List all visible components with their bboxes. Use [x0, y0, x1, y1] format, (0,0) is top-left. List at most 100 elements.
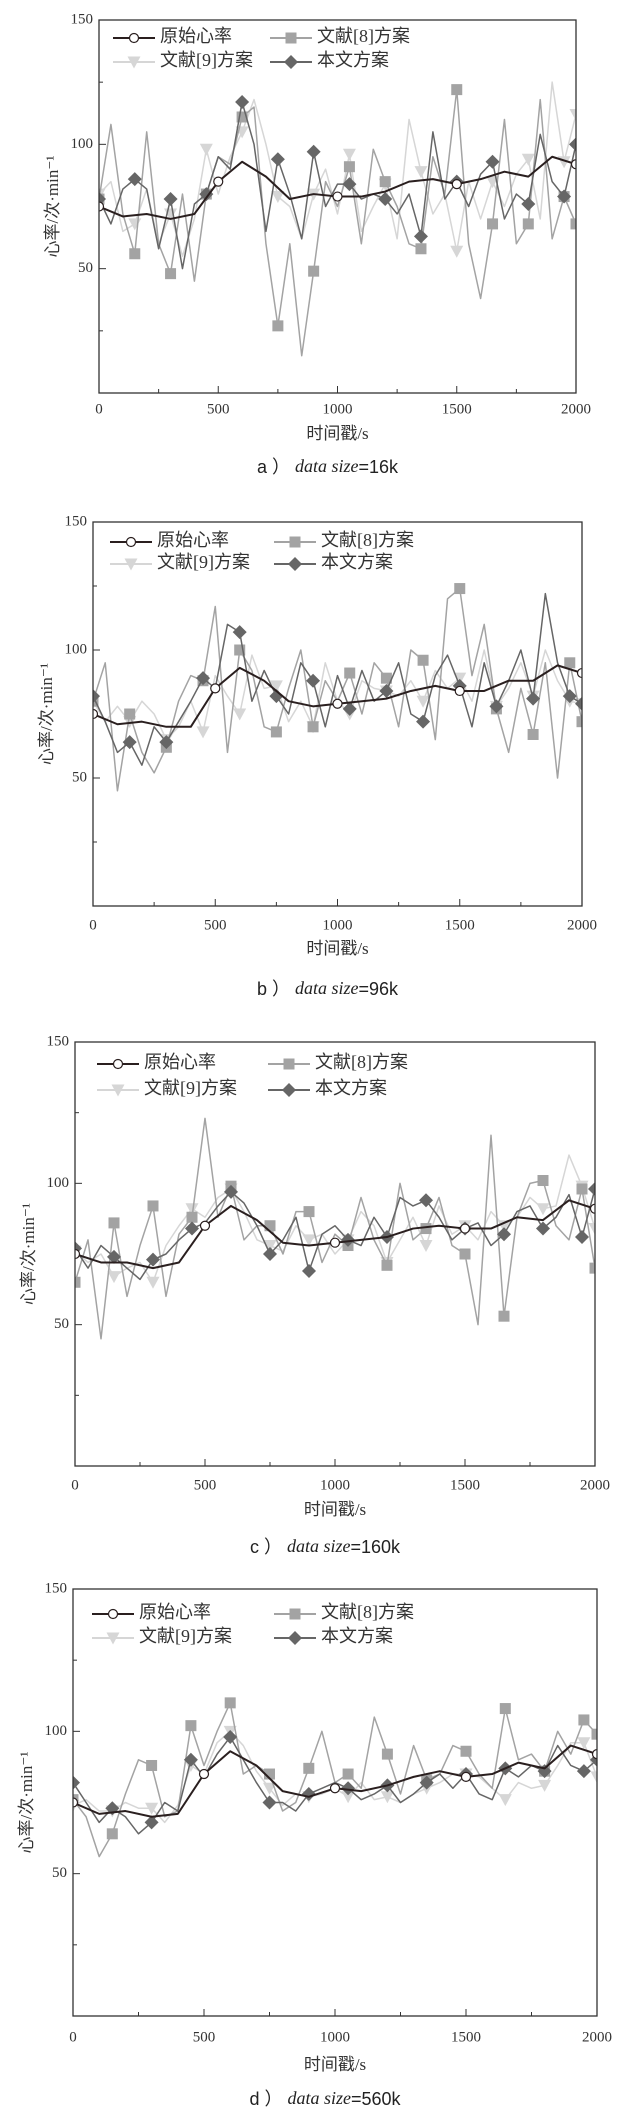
- data-point-square: [106, 1828, 118, 1840]
- series-line: [99, 88, 576, 357]
- data-point-circle: [591, 1749, 597, 1760]
- data-point-square: [527, 728, 539, 740]
- x-tick-label: 2000: [580, 1477, 610, 1493]
- data-point-diamond: [588, 1181, 595, 1196]
- data-point-triangle: [341, 1791, 355, 1804]
- data-point-diamond: [536, 1221, 550, 1236]
- legend-item: 文献[9]方案: [110, 552, 250, 572]
- data-point-triangle: [577, 1737, 591, 1750]
- series-diamond: [75, 1181, 595, 1281]
- data-point-square: [234, 644, 246, 656]
- data-point-circle: [332, 191, 343, 202]
- series-line: [99, 101, 576, 270]
- data-point-diamond: [575, 1230, 589, 1245]
- caption-label: b ）: [257, 979, 295, 999]
- caption-value: =16k: [358, 457, 399, 477]
- legend-marker-square: [283, 1058, 295, 1070]
- data-point-diamond: [183, 1752, 198, 1767]
- data-point-square: [342, 1768, 354, 1780]
- legend-marker-circle: [112, 1058, 124, 1070]
- series-triangle: [73, 1725, 597, 1824]
- data-point-square: [576, 1183, 588, 1195]
- data-point-square: [224, 1697, 236, 1709]
- caption-value: =560k: [351, 2089, 402, 2109]
- legend-item: 原始心率: [92, 1602, 211, 1622]
- data-point-diamond: [127, 172, 142, 187]
- data-point-square: [124, 708, 136, 720]
- data-point-diamond: [235, 95, 250, 110]
- data-point-triangle: [146, 1276, 160, 1289]
- data-point-circle: [570, 159, 576, 170]
- data-point-square: [147, 1200, 159, 1212]
- data-point-square: [420, 1223, 432, 1235]
- legend-label: 文献[9]方案: [160, 50, 253, 70]
- caption-italic: data size: [295, 978, 359, 998]
- data-point-circle: [99, 201, 105, 212]
- data-point-circle: [329, 1783, 341, 1794]
- y-tick-label: 150: [71, 11, 94, 27]
- data-point-square: [129, 248, 141, 260]
- data-point-circle: [454, 685, 465, 697]
- legend-item: 原始心率: [113, 26, 232, 46]
- legend-marker-diamond: [282, 1083, 296, 1097]
- data-point-square: [415, 243, 427, 255]
- legend-marker-square: [289, 1608, 301, 1620]
- data-point-square: [236, 111, 248, 123]
- data-point-triangle: [342, 148, 356, 161]
- data-point-triangle: [380, 1791, 394, 1804]
- data-point-circle: [198, 1768, 210, 1780]
- data-point-square: [303, 1762, 315, 1774]
- chart-caption: c ） data size=160k: [250, 1536, 401, 1557]
- data-point-square: [570, 218, 576, 230]
- series-diamond: [73, 1730, 597, 1835]
- caption-label: c ）: [250, 1537, 287, 1557]
- data-point-square: [498, 1310, 510, 1322]
- data-point-circle: [73, 1797, 79, 1808]
- series-line: [99, 81, 576, 257]
- data-point-diamond: [93, 689, 100, 704]
- data-point-triangle: [302, 1234, 316, 1247]
- caption-label: a ）: [257, 457, 295, 477]
- data-point-diamond: [196, 671, 211, 686]
- data-point-diamond: [163, 192, 178, 207]
- x-tick-label: 1500: [445, 917, 475, 933]
- data-point-square: [264, 1768, 275, 1780]
- data-point-circle: [460, 1771, 472, 1782]
- data-point-triangle: [521, 153, 535, 166]
- x-tick-label: 2000: [582, 2029, 612, 2045]
- x-axis-label: 时间戳/s: [304, 2055, 366, 2074]
- legend-item: 本文方案: [274, 552, 393, 572]
- x-tick-label: 500: [204, 917, 227, 933]
- y-tick-label: 50: [54, 1316, 69, 1332]
- data-point-triangle: [269, 680, 283, 693]
- data-point-triangle: [419, 1240, 433, 1253]
- chart-a: 0 500 1000 1500 2000 50 100 150 时间戳/s 心率/次·min⁻¹ 原…: [43, 11, 591, 476]
- x-tick-label: 0: [71, 1477, 79, 1493]
- legend-marker-diamond: [284, 55, 298, 69]
- data-point-square: [185, 1720, 197, 1732]
- data-point-diamond: [419, 1193, 433, 1208]
- legend-marker-triangle: [124, 558, 138, 571]
- data-point-triangle: [145, 1802, 159, 1815]
- x-tick-label: 1000: [320, 2029, 350, 2045]
- legend-label: 本文方案: [315, 1078, 387, 1098]
- series-circle: [93, 664, 582, 728]
- data-point-circle: [459, 1223, 471, 1234]
- data-point-triangle: [263, 1240, 277, 1253]
- legend-marker-circle: [128, 32, 140, 44]
- x-axis-label: 时间戳/s: [306, 424, 368, 443]
- data-point-square: [308, 265, 320, 277]
- plot-frame: [74, 1041, 596, 1467]
- legend-item: 原始心率: [97, 1052, 216, 1072]
- data-point-square: [270, 726, 282, 738]
- legend-item: 文献[9]方案: [92, 1626, 232, 1646]
- x-tick-label: 500: [193, 2029, 216, 2045]
- data-point-diamond: [575, 696, 582, 711]
- legend-label: 文献[9]方案: [157, 552, 250, 572]
- data-point-square: [564, 657, 576, 669]
- legend-label: 本文方案: [317, 50, 389, 70]
- data-point-square: [454, 583, 466, 595]
- chart-c: 0 500 1000 1500 2000 50 100 150 时间戳/s 心率/次·min⁻¹ 原…: [19, 1033, 610, 1556]
- legend-item: 文献[8]方案: [270, 26, 410, 46]
